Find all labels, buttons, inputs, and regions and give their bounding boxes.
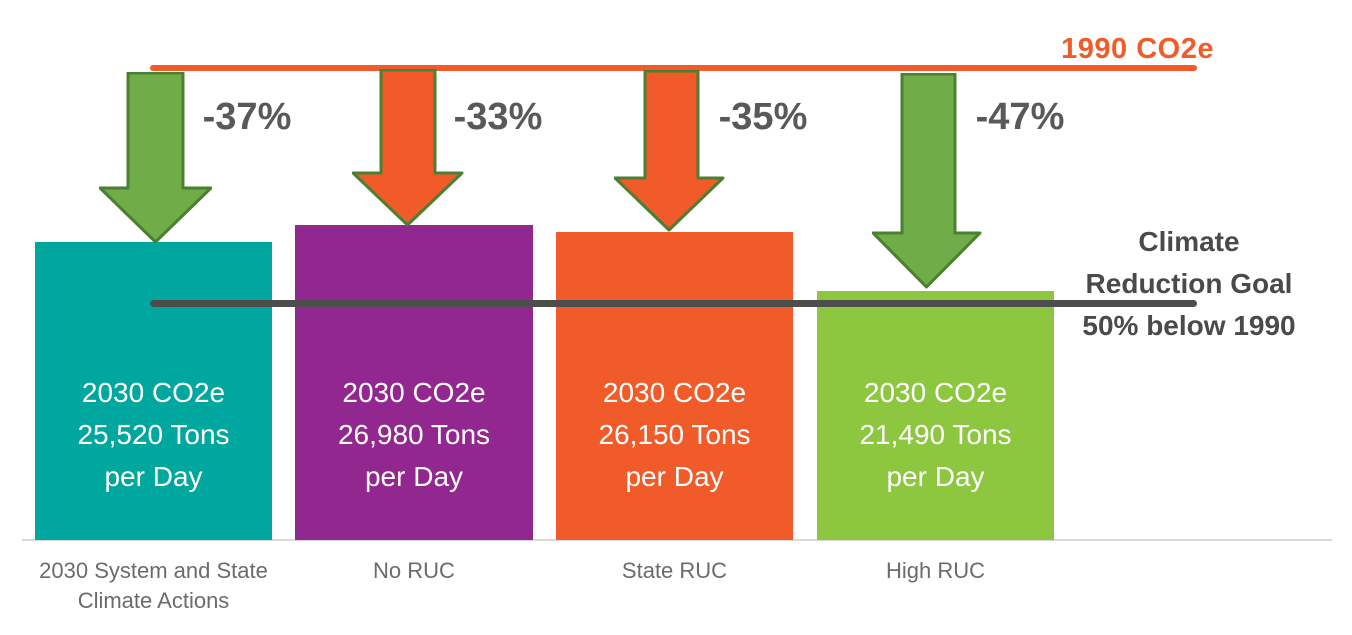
pct-label-system-state-actions: -37%	[202, 96, 292, 138]
pct-label-state-ruc: -35%	[718, 96, 808, 138]
bar-high-ruc	[817, 291, 1054, 540]
category-label-high-ruc: High RUC	[817, 556, 1054, 586]
bar-value-system-state-actions: 2030 CO2e 25,520 Tons per Day	[35, 372, 272, 498]
bar-value-line: 2030 CO2e	[342, 377, 486, 408]
bar-no-ruc	[295, 225, 533, 540]
reduction-arrow-icon-4	[872, 73, 982, 289]
category-label-state-ruc: State RUC	[556, 556, 793, 586]
climate-goal-label-line3: 50% below 1990	[1082, 310, 1296, 341]
bar-value-line: 25,520 Tons	[77, 419, 230, 450]
category-label-line: High RUC	[885, 558, 986, 583]
bar-value-line: 26,980 Tons	[337, 419, 491, 450]
pct-label-no-ruc: -33%	[453, 96, 543, 138]
climate-goal-label: Climate Reduction Goal 50% below 1990	[1048, 221, 1330, 347]
climate-goal-reference-line	[150, 300, 1197, 307]
1990-co2e-label: 1990 CO2e	[1061, 33, 1214, 65]
reduction-arrow-icon-2	[352, 69, 464, 227]
category-label-line: 2030 System and State	[39, 558, 268, 583]
climate-goal-label-line1: Climate	[1138, 226, 1240, 257]
bar-value-line: 21,490 Tons	[859, 419, 1012, 450]
1990-co2e-reference-line	[150, 65, 1197, 71]
bar-value-line: per Day	[104, 461, 203, 492]
bar-value-line: per Day	[625, 461, 724, 492]
pct-label-high-ruc: -47%	[975, 96, 1065, 138]
climate-goal-label-line2: Reduction Goal	[1085, 268, 1293, 299]
bar-system-state-actions	[35, 242, 272, 540]
reduction-arrow-icon-3	[614, 70, 725, 232]
bar-value-line: 2030 CO2e	[863, 377, 1008, 408]
bar-value-line: per Day	[886, 461, 985, 492]
category-label-system-state-actions: 2030 System and State Climate Actions	[35, 556, 272, 616]
bar-value-line: 2030 CO2e	[81, 377, 226, 408]
bar-value-state-ruc: 2030 CO2e 26,150 Tons per Day	[556, 372, 793, 498]
category-label-line: No RUC	[373, 558, 455, 583]
bar-state-ruc	[556, 232, 793, 540]
bar-value-line: 2030 CO2e	[602, 377, 747, 408]
bar-value-high-ruc: 2030 CO2e 21,490 Tons per Day	[817, 372, 1054, 498]
bar-value-line: per Day	[364, 461, 464, 492]
category-label-line: Climate Actions	[77, 588, 230, 613]
reduction-arrow-icon-1	[99, 72, 212, 243]
x-axis-baseline	[22, 539, 1332, 541]
category-label-no-ruc: No RUC	[295, 556, 533, 586]
bar-value-line: 26,150 Tons	[598, 419, 751, 450]
category-label-line: State RUC	[621, 558, 728, 583]
bar-value-no-ruc: 2030 CO2e 26,980 Tons per Day	[295, 372, 533, 498]
